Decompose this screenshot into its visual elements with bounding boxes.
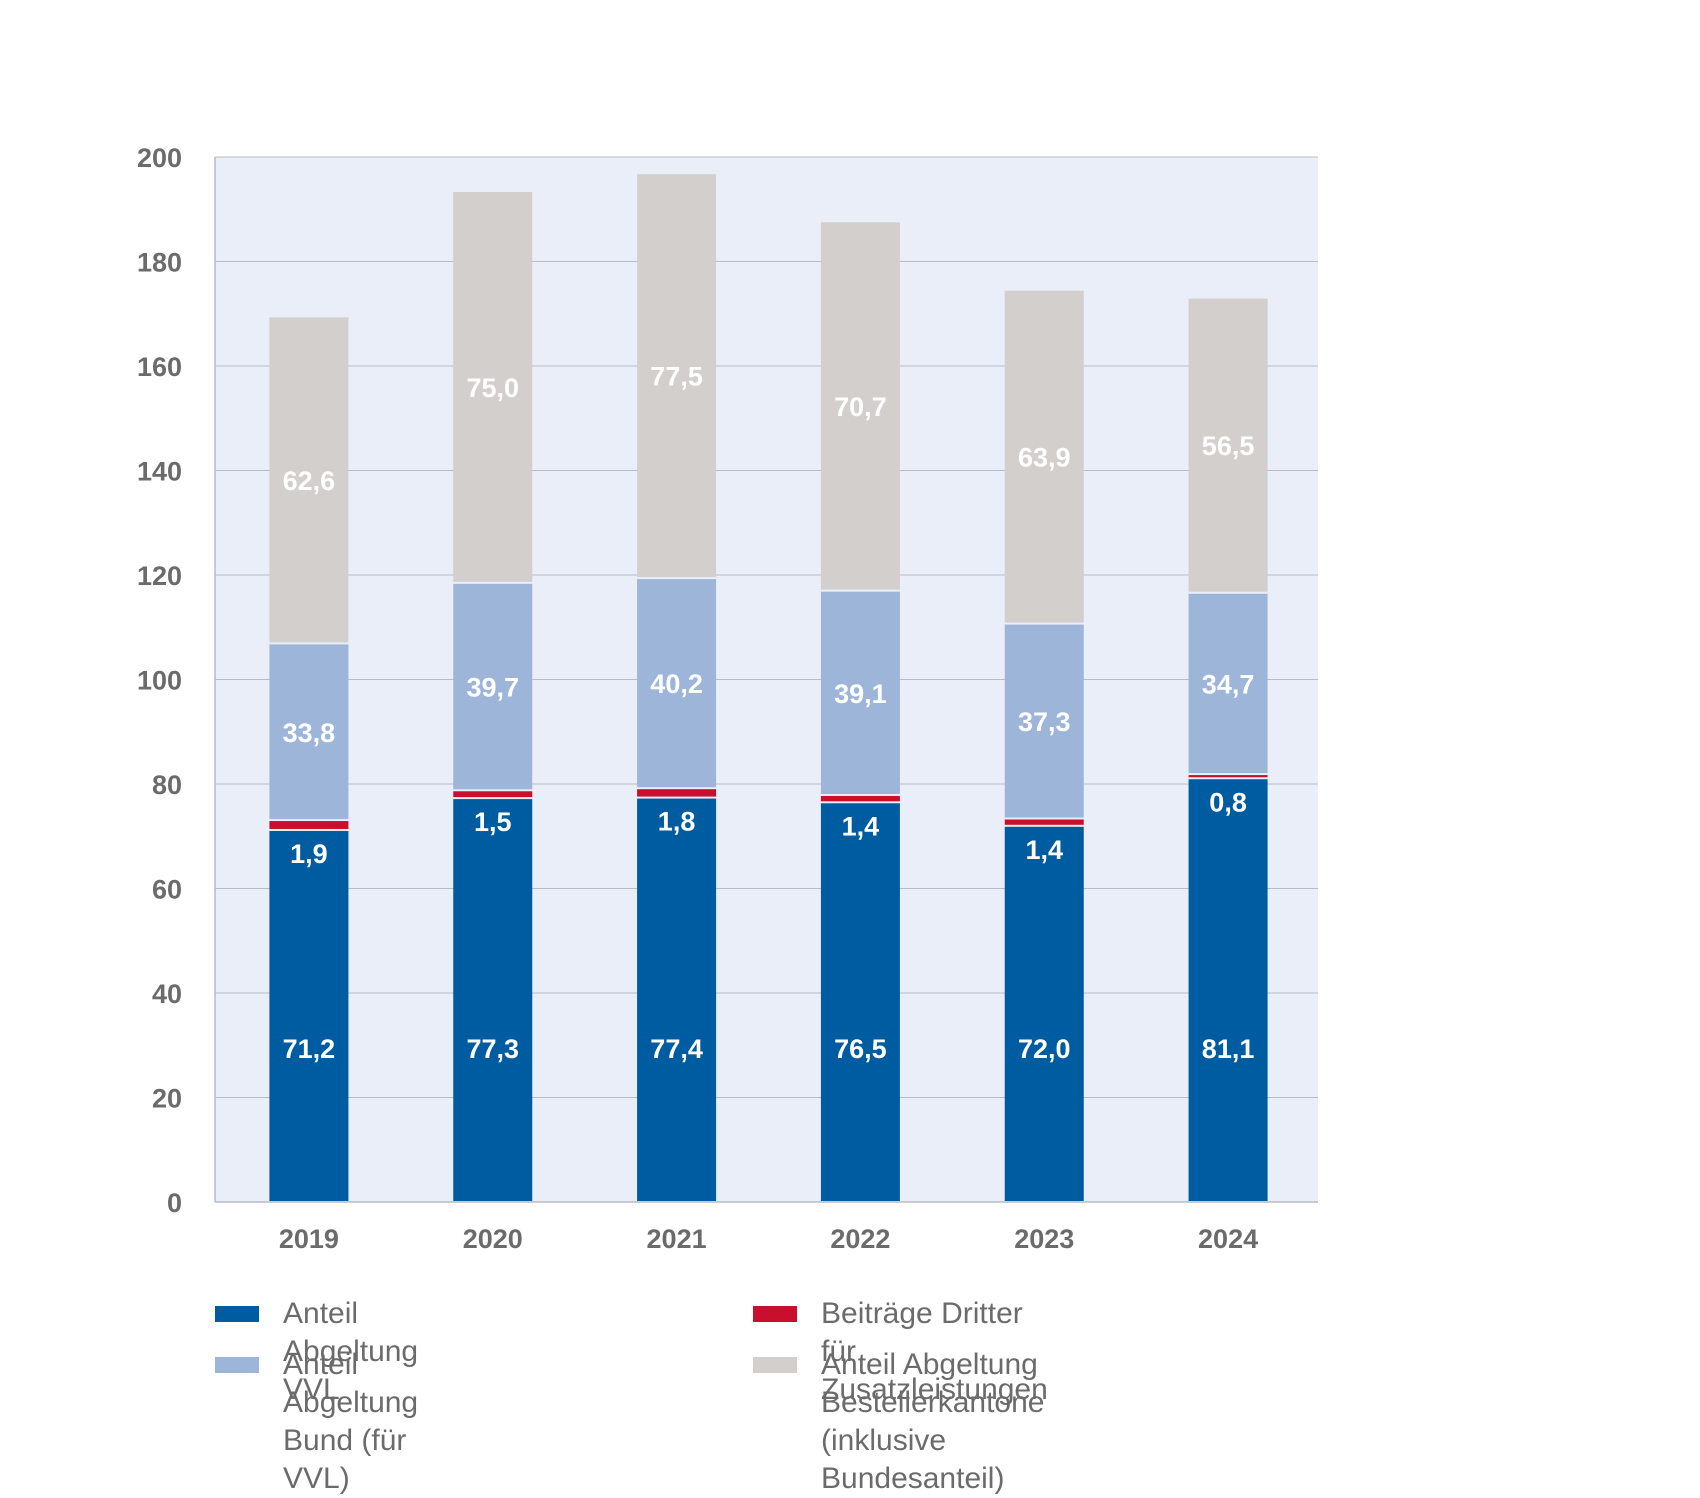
data-label: 81,1 xyxy=(1202,1034,1255,1064)
legend-label-vvl: Anteil Abgeltung VVL xyxy=(283,1297,419,1406)
data-label: 77,5 xyxy=(650,362,703,392)
data-label: 34,7 xyxy=(1202,669,1255,699)
legend-swatch-vvl xyxy=(215,1306,259,1322)
legend-label-kantone: Anteil Abgeltung Bestellerkantone (inklu… xyxy=(821,1348,1045,1495)
data-label: 1,9 xyxy=(290,839,328,869)
data-label: 75,0 xyxy=(466,373,519,403)
bar-segment xyxy=(637,798,717,1201)
data-label: 1,8 xyxy=(658,807,696,837)
bar-segment xyxy=(820,795,900,802)
data-label: 39,1 xyxy=(834,679,887,709)
legend-swatch-bund xyxy=(215,1357,259,1373)
data-label: 1,4 xyxy=(842,811,880,841)
data-label: 39,7 xyxy=(466,673,519,703)
bar-segment xyxy=(1188,775,1268,778)
y-tick-label: 20 xyxy=(152,1084,182,1114)
data-label: 1,4 xyxy=(1025,835,1063,865)
bar-segment xyxy=(269,821,349,829)
data-label: 72,0 xyxy=(1018,1034,1071,1064)
bar-segment xyxy=(453,791,533,798)
y-tick-label: 160 xyxy=(137,352,182,382)
data-label: 0,8 xyxy=(1209,787,1247,817)
y-tick-label: 140 xyxy=(137,457,182,487)
x-tick-label: 2024 xyxy=(1198,1224,1258,1254)
bar-segment xyxy=(820,222,900,590)
bar-segment xyxy=(1188,779,1268,1201)
bar-segment xyxy=(1004,819,1084,825)
x-tick-label: 2019 xyxy=(279,1224,339,1254)
legend-swatch-kantone xyxy=(753,1357,797,1373)
data-label: 33,8 xyxy=(283,718,336,748)
x-tick-label: 2020 xyxy=(463,1224,523,1254)
bar-segment xyxy=(453,583,533,790)
data-label: 70,7 xyxy=(834,392,887,422)
legend-label-dritter: Beiträge Dritter für Zusatzleistungen xyxy=(821,1297,1048,1406)
data-label: 76,5 xyxy=(834,1034,887,1064)
data-label: 40,2 xyxy=(650,669,703,699)
bar-segment xyxy=(1188,298,1268,592)
bar-segment xyxy=(1004,624,1084,818)
bar-segment xyxy=(453,191,533,582)
y-tick-label: 60 xyxy=(152,875,182,905)
bar-segment xyxy=(269,317,349,643)
bar-segment xyxy=(453,799,533,1201)
bar-segment xyxy=(820,591,900,794)
bar-segment xyxy=(637,789,717,797)
y-tick-label: 180 xyxy=(137,248,182,278)
bar-segment xyxy=(269,830,349,1201)
bar-segment xyxy=(1188,593,1268,774)
data-label: 56,5 xyxy=(1202,431,1255,461)
bar-segment xyxy=(637,579,717,788)
x-tick-label: 2022 xyxy=(830,1224,890,1254)
y-tick-label: 100 xyxy=(137,666,182,696)
y-tick-label: 120 xyxy=(137,561,182,591)
legend-label-bund: Anteil Abgeltung Bund (für VVL) xyxy=(283,1348,419,1495)
data-label: 37,3 xyxy=(1018,707,1071,737)
data-label: 71,2 xyxy=(283,1034,336,1064)
legend-swatch-dritter xyxy=(753,1306,797,1322)
data-label: 62,6 xyxy=(283,466,336,496)
y-tick-label: 0 xyxy=(167,1188,182,1218)
bar-segment xyxy=(1004,826,1084,1201)
bar-segment xyxy=(820,803,900,1201)
bar-segment xyxy=(1004,290,1084,623)
x-tick-label: 2023 xyxy=(1014,1224,1074,1254)
y-tick-label: 200 xyxy=(137,143,182,173)
data-label: 77,3 xyxy=(466,1034,519,1064)
y-tick-label: 80 xyxy=(152,770,182,800)
data-label: 63,9 xyxy=(1018,443,1071,473)
y-tick-label: 40 xyxy=(152,979,182,1009)
data-label: 77,4 xyxy=(650,1034,703,1064)
bar-segment xyxy=(637,174,717,578)
data-label: 1,5 xyxy=(474,807,512,837)
x-tick-label: 2021 xyxy=(647,1224,707,1254)
bar-segment xyxy=(269,644,349,820)
